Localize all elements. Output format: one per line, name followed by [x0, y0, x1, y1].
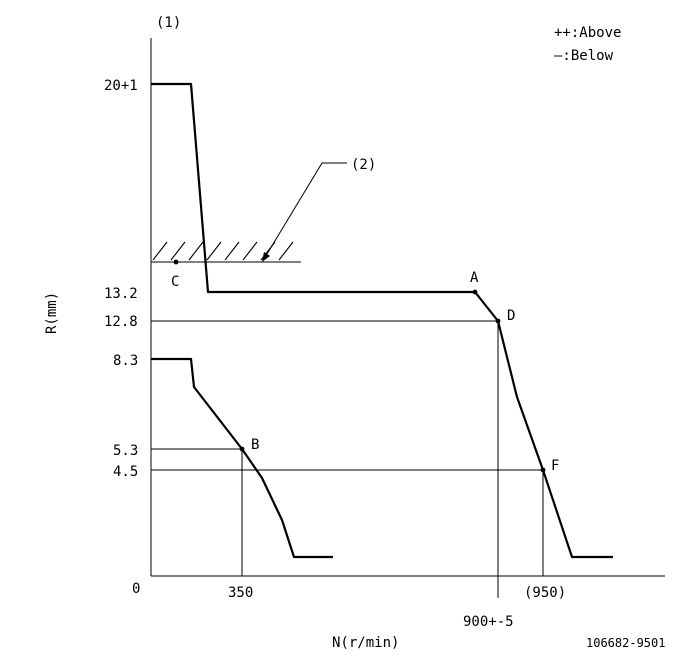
legend-above: ++:Above: [554, 25, 621, 41]
annotation-arrowhead: [262, 252, 270, 262]
point-label-b: B: [251, 437, 259, 453]
legend-below: —:Below: [554, 48, 614, 64]
point-a-marker: [472, 289, 478, 295]
point-c-marker: [173, 259, 179, 265]
point-d-marker: [495, 318, 501, 324]
point-b-marker: [239, 446, 245, 452]
annotation-leader: [263, 162, 347, 260]
x-tick-900: 900+-5: [463, 614, 514, 630]
y-tick-12-8: 12.8: [104, 314, 138, 330]
annotation-label: (2): [351, 157, 376, 173]
y-tick-20: 20+1: [104, 78, 138, 94]
y-tick-8-3: 8.3: [113, 353, 138, 369]
y-tick-5-3: 5.3: [113, 443, 138, 459]
point-label-d: D: [507, 308, 515, 324]
y-tick-4-5: 4.5: [113, 464, 138, 480]
point-label-a: A: [470, 270, 479, 286]
x-tick-350: 350: [228, 585, 253, 601]
x-tick-950: (950): [524, 585, 566, 601]
y-axis-label: R(mm): [44, 292, 60, 334]
y-tick-0: 0: [132, 581, 140, 597]
point-f-marker: [540, 467, 546, 473]
chart-title: (1): [156, 15, 181, 31]
x-axis-label: N(r/min): [332, 635, 399, 651]
y-tick-13-2: 13.2: [104, 286, 138, 302]
lower-curve: [151, 357, 333, 559]
point-label-c: C: [171, 274, 179, 290]
point-label-f: F: [551, 458, 559, 474]
figure-id: 106682-9501: [586, 636, 665, 650]
stopper-hatch: [151, 241, 301, 263]
